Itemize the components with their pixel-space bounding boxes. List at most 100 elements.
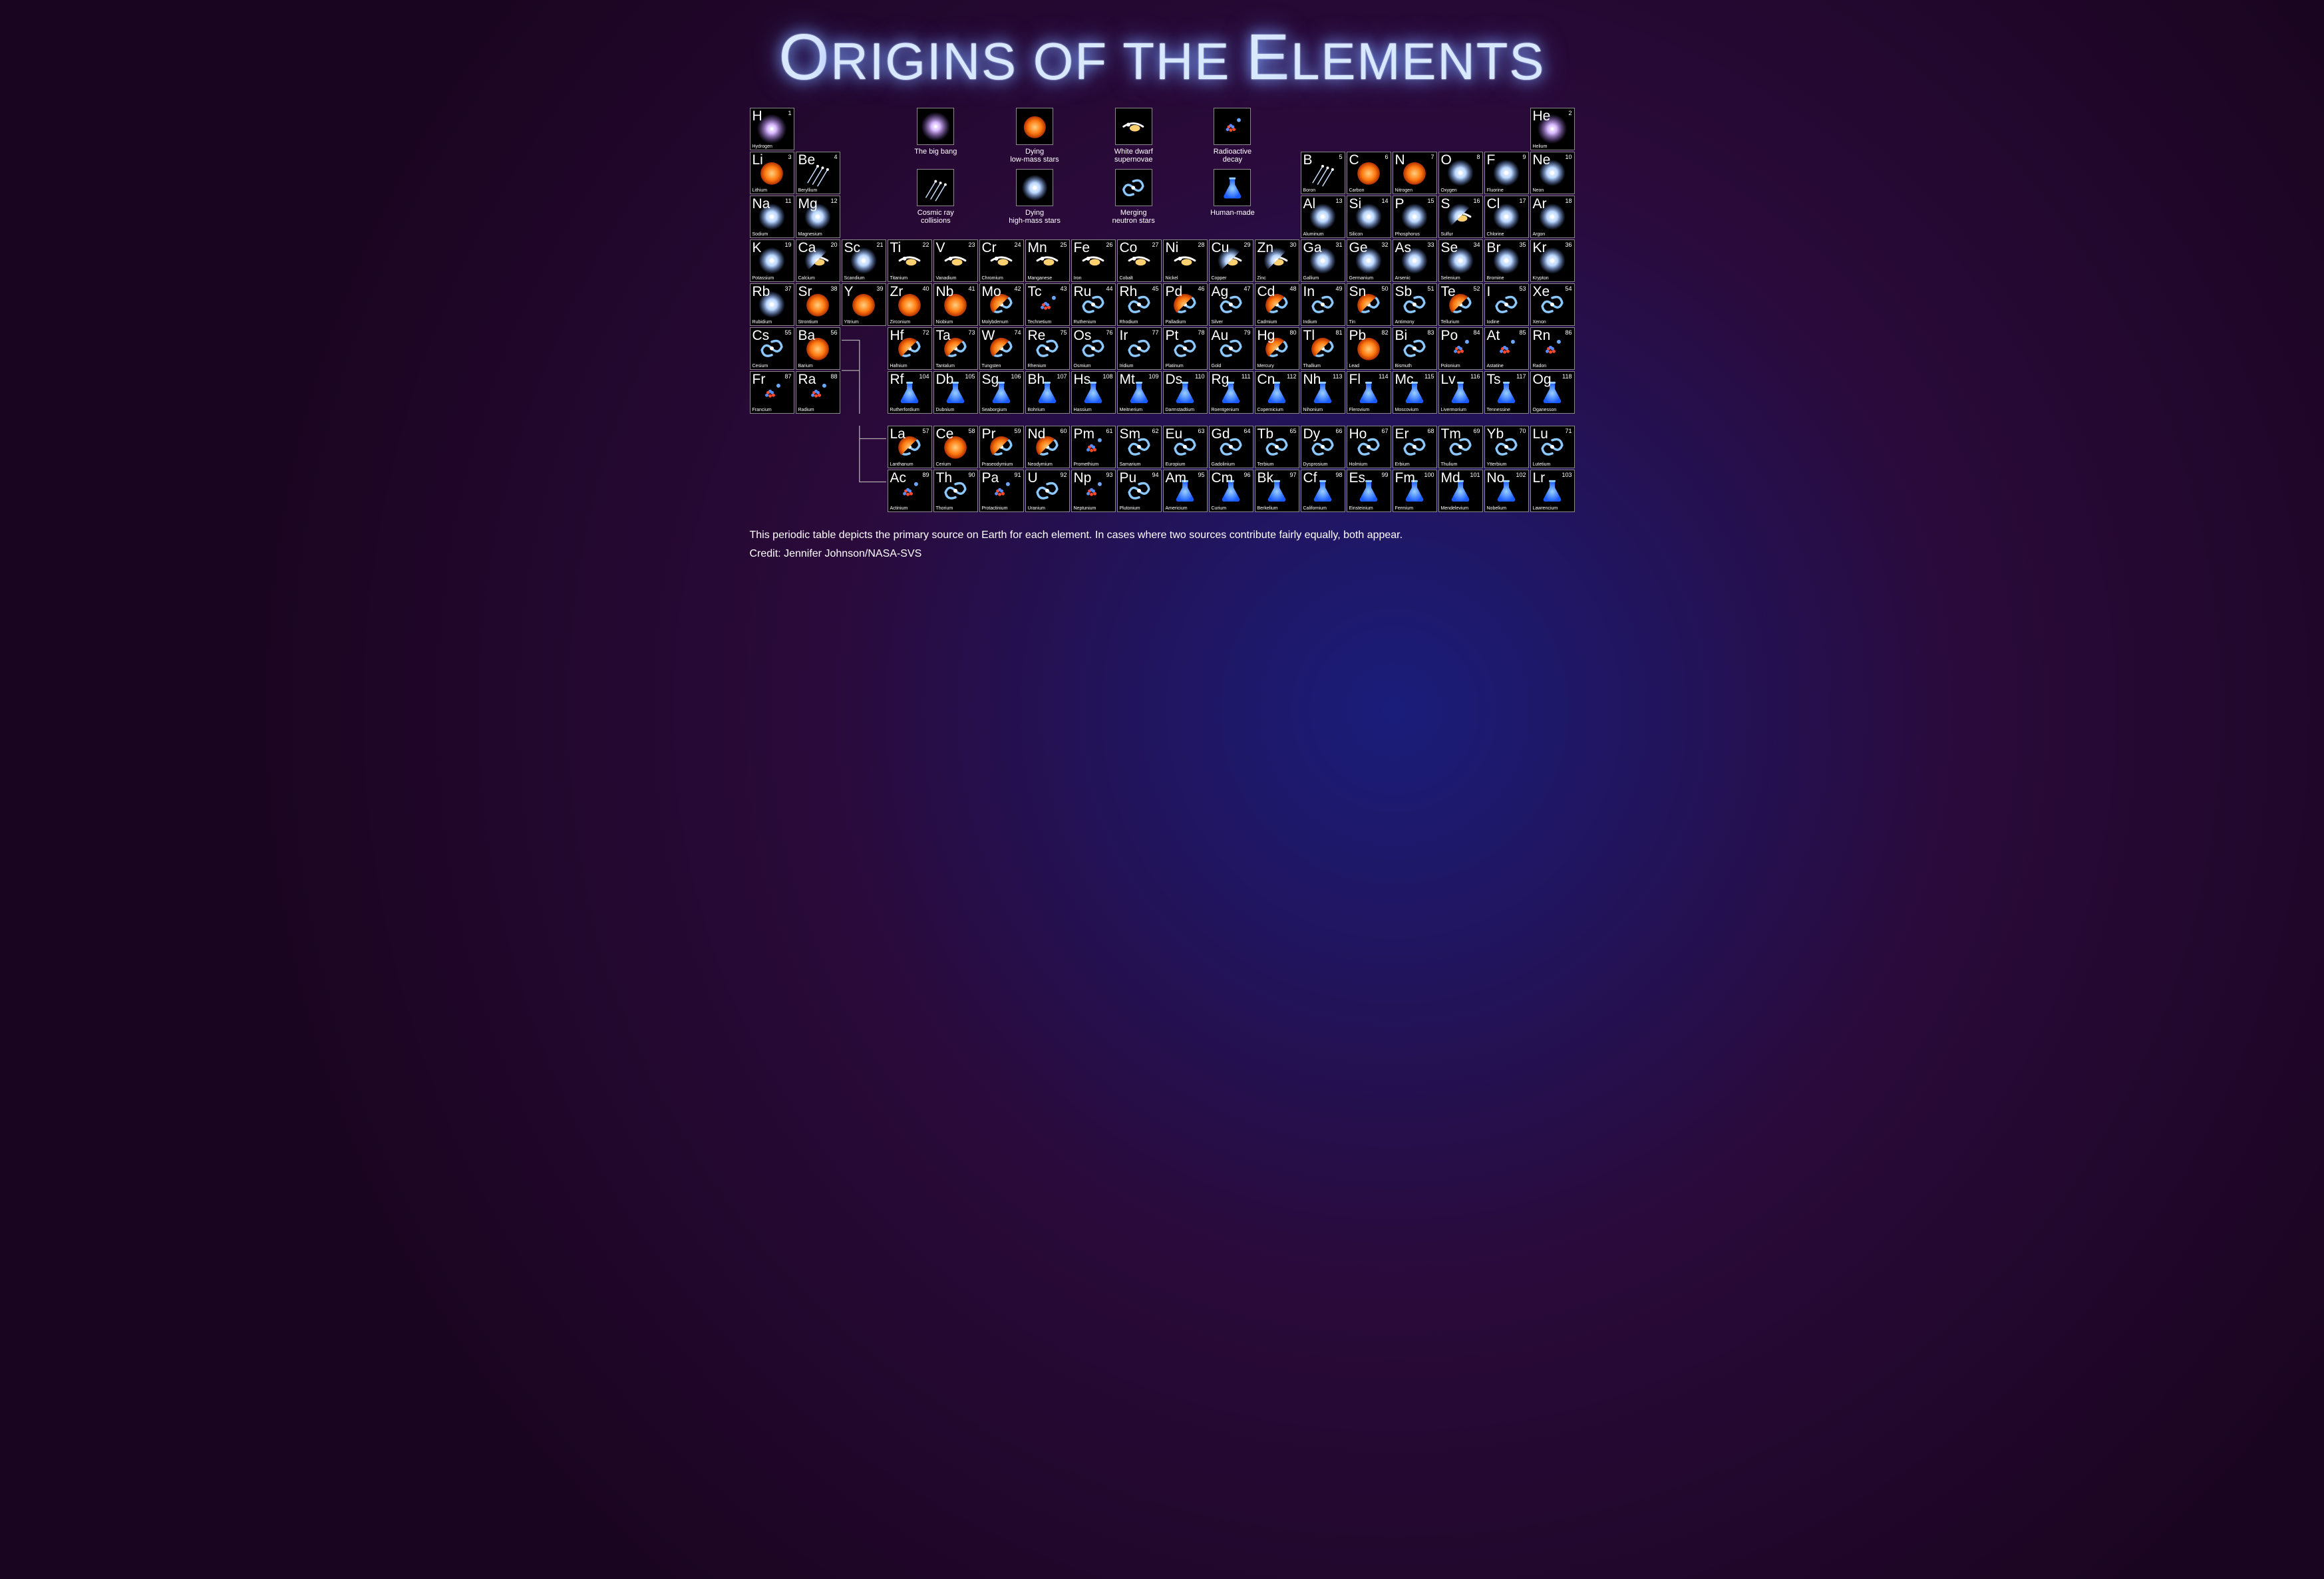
element-name: Boron bbox=[1303, 188, 1316, 193]
element-name: Dubnium bbox=[936, 408, 955, 412]
element-number: 87 bbox=[784, 373, 791, 380]
element-number: 65 bbox=[1289, 428, 1296, 434]
element-symbol: Ru bbox=[1074, 285, 1092, 299]
element-name: Nitrogen bbox=[1395, 188, 1412, 193]
element-number: 84 bbox=[1473, 329, 1480, 336]
element-name: Gadolinium bbox=[1212, 462, 1235, 467]
element-bi: Bi 83 Bismuth bbox=[1393, 327, 1437, 370]
element-symbol: O bbox=[1441, 153, 1452, 167]
element-number: 108 bbox=[1102, 373, 1112, 380]
element-name: Meitnerium bbox=[1120, 408, 1143, 412]
element-name: Cadmium bbox=[1257, 320, 1277, 325]
element-symbol: Pt bbox=[1166, 329, 1179, 343]
element-symbol: Rh bbox=[1120, 285, 1138, 299]
element-symbol: Cd bbox=[1257, 285, 1275, 299]
element-la: La 57 Lanthanum bbox=[888, 426, 932, 468]
element-pt: Pt 78 Platinum bbox=[1163, 327, 1208, 370]
element-number: 62 bbox=[1152, 428, 1158, 434]
element-symbol: Lr bbox=[1533, 471, 1546, 485]
element-mn: Mn 25 Manganese bbox=[1025, 239, 1070, 282]
legend: The big bang Dyinglow-mass stars White d… bbox=[896, 108, 1272, 225]
element-symbol: Ce bbox=[936, 427, 954, 441]
element-name: Xenon bbox=[1533, 320, 1546, 325]
element-symbol: Yb bbox=[1487, 427, 1504, 441]
element-symbol: Sb bbox=[1395, 285, 1412, 299]
element-number: 103 bbox=[1562, 472, 1572, 478]
element-number: 86 bbox=[1565, 329, 1572, 336]
element-number: 69 bbox=[1473, 428, 1480, 434]
element-ho: Ho 67 Holmium bbox=[1347, 426, 1391, 468]
element-number: 75 bbox=[1060, 329, 1067, 336]
element-name: Strontium bbox=[798, 320, 818, 325]
element-number: 40 bbox=[922, 285, 929, 292]
element-symbol: Co bbox=[1120, 241, 1138, 255]
element-symbol: K bbox=[752, 241, 762, 255]
element-name: Astatine bbox=[1487, 364, 1504, 368]
element-number: 6 bbox=[1385, 154, 1388, 160]
element-mg: Mg 12 Magnesium bbox=[796, 196, 840, 238]
element-pb: Pb 82 Lead bbox=[1347, 327, 1391, 370]
element-number: 9 bbox=[1522, 154, 1526, 160]
element-name: Curium bbox=[1212, 506, 1227, 511]
element-number: 29 bbox=[1244, 241, 1250, 248]
element-name: Osmium bbox=[1074, 364, 1091, 368]
element-name: Actinium bbox=[890, 506, 908, 511]
element-np: Np 93 Neptunium bbox=[1071, 470, 1116, 512]
element-name: Zirconium bbox=[890, 320, 911, 325]
element-name: Moscovium bbox=[1395, 408, 1418, 412]
cosmicray-icon bbox=[917, 169, 954, 206]
element-tb: Tb 65 Terbium bbox=[1255, 426, 1299, 468]
element-number: 114 bbox=[1379, 373, 1388, 380]
element-md: Md 101 Mendelevium bbox=[1438, 470, 1483, 512]
element-sc: Sc 21 Scandium bbox=[842, 239, 886, 282]
element-name: Flerovium bbox=[1349, 408, 1370, 412]
element-number: 42 bbox=[1014, 285, 1021, 292]
element-symbol: Ge bbox=[1349, 241, 1368, 255]
element-number: 85 bbox=[1519, 329, 1526, 336]
element-name: Promethium bbox=[1074, 462, 1099, 467]
element-number: 73 bbox=[968, 329, 975, 336]
element-symbol: At bbox=[1487, 329, 1500, 343]
element-fe: Fe 26 Iron bbox=[1071, 239, 1116, 282]
element-symbol: Mg bbox=[798, 197, 818, 211]
element-name: Gallium bbox=[1303, 276, 1319, 281]
element-number: 2 bbox=[1568, 110, 1572, 116]
credit-text: Credit: Jennifer Johnson/NASA-SVS bbox=[750, 548, 1575, 560]
element-name: Silicon bbox=[1349, 232, 1363, 237]
element-number: 57 bbox=[922, 428, 929, 434]
element-number: 64 bbox=[1244, 428, 1250, 434]
element-symbol: Og bbox=[1533, 372, 1552, 386]
element-number: 105 bbox=[965, 373, 975, 380]
element-cf: Cf 98 Californium bbox=[1301, 470, 1345, 512]
element-symbol: Se bbox=[1441, 241, 1458, 255]
caption-text: This periodic table depicts the primary … bbox=[750, 529, 1575, 541]
element-pu: Pu 94 Plutonium bbox=[1117, 470, 1162, 512]
element-na: Na 11 Sodium bbox=[750, 196, 794, 238]
element-name: Hafnium bbox=[890, 364, 908, 368]
element-symbol: Be bbox=[798, 153, 816, 167]
element-fr: Fr 87 Francium bbox=[750, 371, 794, 414]
element-p: P 15 Phosphorus bbox=[1393, 196, 1437, 238]
element-name: Rhodium bbox=[1120, 320, 1138, 325]
element-gd: Gd 64 Gadolinium bbox=[1209, 426, 1253, 468]
element-name: Bromine bbox=[1487, 276, 1504, 281]
element-tl: Tl 81 Thallium bbox=[1301, 327, 1345, 370]
element-name: Antimony bbox=[1395, 320, 1414, 325]
element-pr: Pr 59 Praseodymium bbox=[979, 426, 1024, 468]
element-name: Francium bbox=[752, 408, 772, 412]
element-number: 97 bbox=[1289, 472, 1296, 478]
element-symbol: Si bbox=[1349, 197, 1362, 211]
element-fm: Fm 100 Fermium bbox=[1393, 470, 1437, 512]
element-symbol: Pb bbox=[1349, 329, 1367, 343]
element-rb: Rb 37 Rubidium bbox=[750, 283, 794, 326]
element-name: Silver bbox=[1212, 320, 1224, 325]
element-number: 81 bbox=[1335, 329, 1342, 336]
element-symbol: Pa bbox=[982, 471, 999, 485]
element-symbol: Tl bbox=[1303, 329, 1315, 343]
element-mt: Mt 109 Meitnerium bbox=[1117, 371, 1162, 414]
element-symbol: Li bbox=[752, 153, 763, 167]
element-number: 116 bbox=[1470, 373, 1480, 380]
element-name: Lead bbox=[1349, 364, 1360, 368]
element-name: Indium bbox=[1303, 320, 1317, 325]
element-number: 102 bbox=[1516, 472, 1526, 478]
